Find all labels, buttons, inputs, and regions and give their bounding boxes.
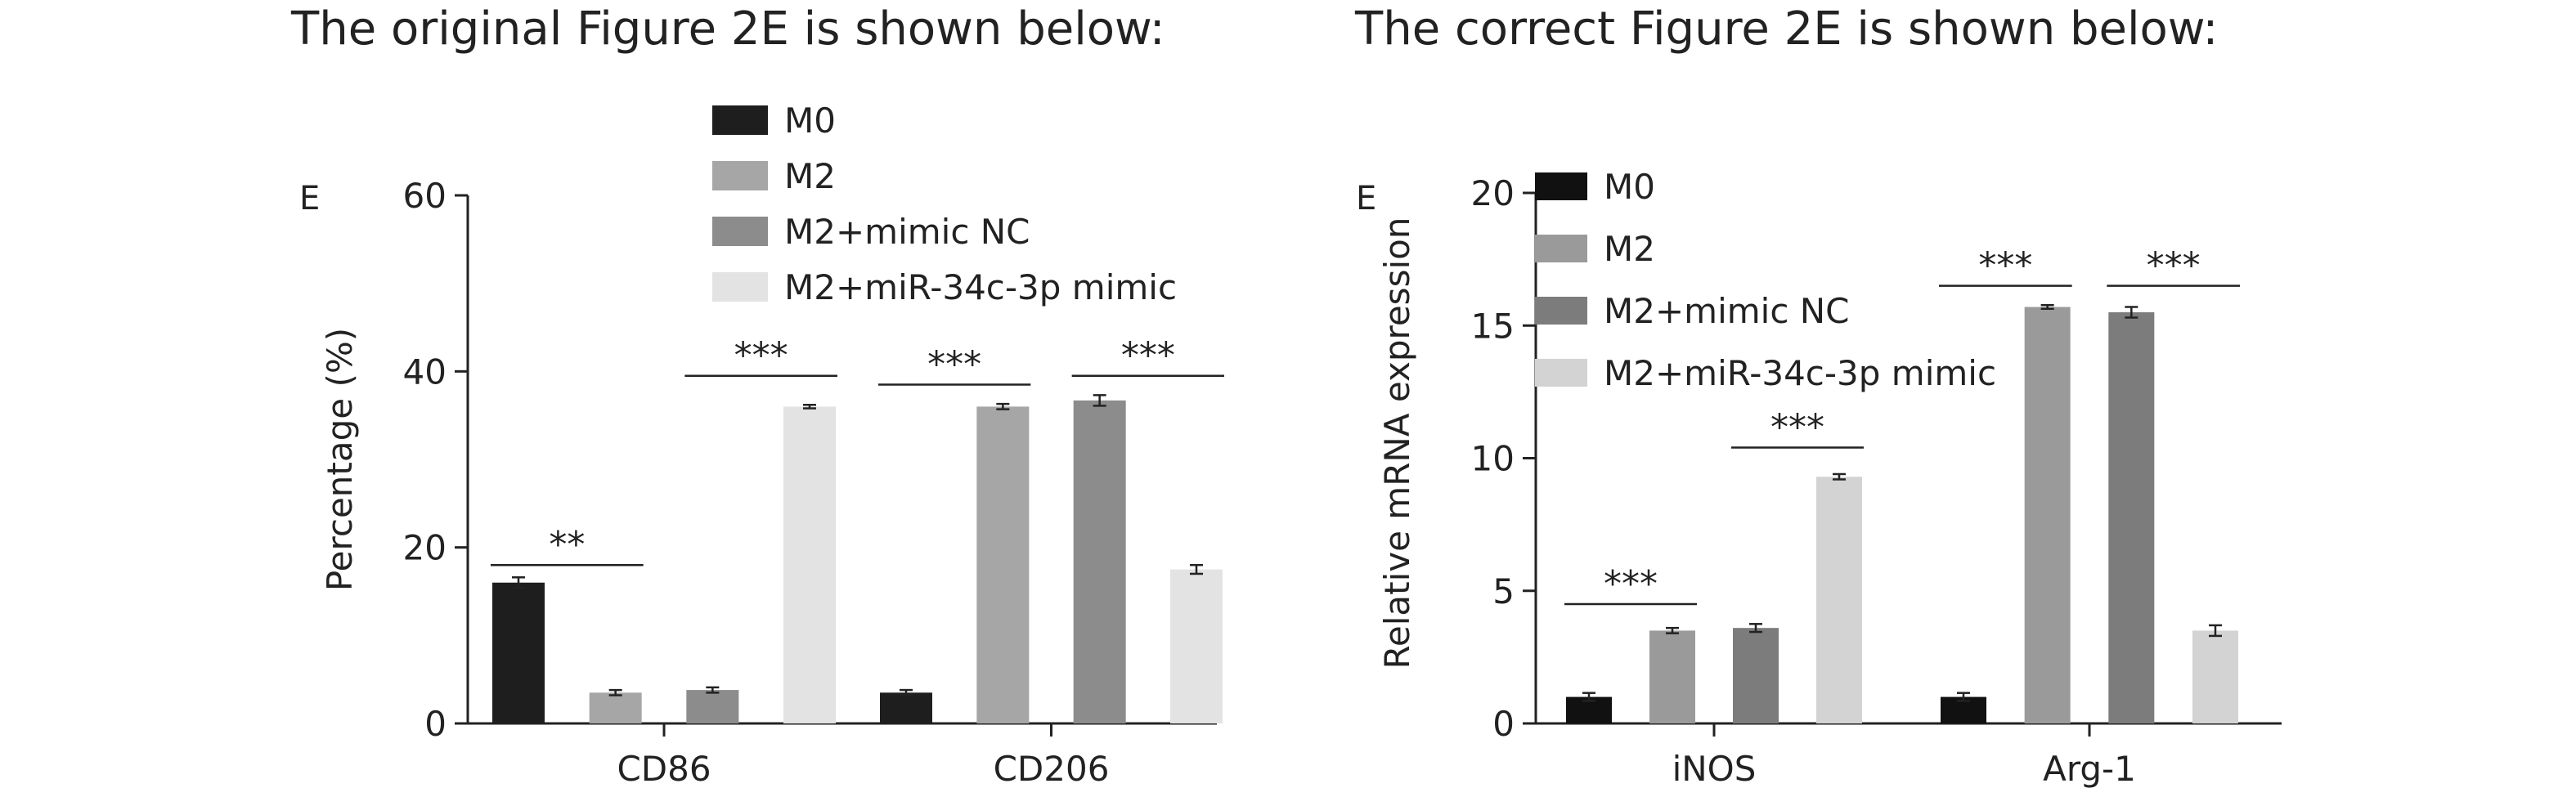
chart0-significance-label: ***	[1121, 335, 1175, 377]
chart1-significance-label: ***	[1770, 407, 1824, 449]
chart0-legend-swatch	[712, 272, 768, 302]
chart1-y-tick-label: 0	[1492, 704, 1515, 744]
chart0-x-tick-label: CD86	[617, 749, 711, 789]
chart1-legend-label: M2+miR-34c-3p mimic	[1604, 353, 1996, 393]
chart0-legend-swatch	[712, 161, 768, 190]
chart0-bar	[1170, 569, 1223, 723]
chart1-y-axis-label: Relative mRNA expression	[1377, 217, 1417, 669]
chart1-legend-swatch	[1535, 172, 1587, 200]
chart1-significance-label: ***	[1978, 245, 2032, 287]
chart1-bar	[2024, 307, 2071, 723]
chart1-legend-swatch	[1535, 359, 1587, 387]
chart1-legend-swatch	[1535, 235, 1587, 262]
chart1-legend-swatch	[1535, 297, 1587, 325]
chart1-y-tick-label: 20	[1471, 173, 1515, 213]
chart1-panel-label: E	[1356, 180, 1376, 217]
chart0-panel-label: E	[299, 180, 320, 217]
chart0-bar	[589, 692, 642, 723]
chart0-y-axis-label: Percentage (%)	[320, 328, 360, 591]
chart0-significance-label: ***	[734, 335, 788, 377]
chart1-significance-label: ***	[2147, 245, 2201, 287]
chart0-legend-label: M2+miR-34c-3p mimic	[784, 267, 1177, 307]
chart0-y-tick-label: 20	[403, 528, 447, 568]
heading-original: The original Figure 2E is shown below:	[291, 2, 1165, 56]
chart1-x-tick-label: iNOS	[1672, 749, 1757, 789]
chart0-significance-label: ***	[927, 343, 981, 385]
chart0-legend-label: M0	[784, 101, 836, 141]
chart0-y-tick-label: 0	[424, 704, 447, 744]
chart0-bar	[686, 690, 739, 723]
chart1-bar	[1816, 477, 1862, 723]
chart1-significance-label: ***	[1604, 563, 1658, 605]
chart0-legend-label: M2	[784, 156, 836, 196]
chart1-x-tick-label: Arg-1	[2043, 749, 2136, 789]
chart1-y-tick-label: 5	[1492, 571, 1515, 611]
chart0-bar	[976, 406, 1030, 723]
chart0-bar	[783, 406, 836, 723]
chart0-x-tick-label: CD206	[994, 749, 1110, 789]
chart1-legend-label: M0	[1604, 167, 1655, 207]
chart1-bar	[2192, 630, 2238, 723]
chart1-y-tick-label: 10	[1471, 439, 1515, 479]
chart0-significance-label: **	[549, 524, 585, 566]
chart0-bar	[492, 582, 545, 723]
chart0-bar	[1073, 400, 1126, 723]
chart1-y-tick-label: 15	[1471, 306, 1515, 346]
chart1-legend-label: M2+mimic NC	[1604, 291, 1850, 331]
chart1-bar	[2108, 312, 2155, 723]
chart1-bar	[1733, 628, 1779, 723]
chart1-bar	[1649, 630, 1695, 723]
chart1-legend-label: M2	[1604, 229, 1655, 269]
chart0-y-tick-label: 40	[403, 352, 447, 392]
chart0-legend-swatch	[712, 217, 768, 246]
heading-correct: The correct Figure 2E is shown below:	[1355, 2, 2219, 56]
chart0-legend-swatch	[712, 105, 768, 135]
chart0-legend-label: M2+mimic NC	[784, 212, 1030, 252]
chart0-bar	[880, 692, 932, 723]
chart0-y-tick-label: 60	[403, 176, 447, 216]
